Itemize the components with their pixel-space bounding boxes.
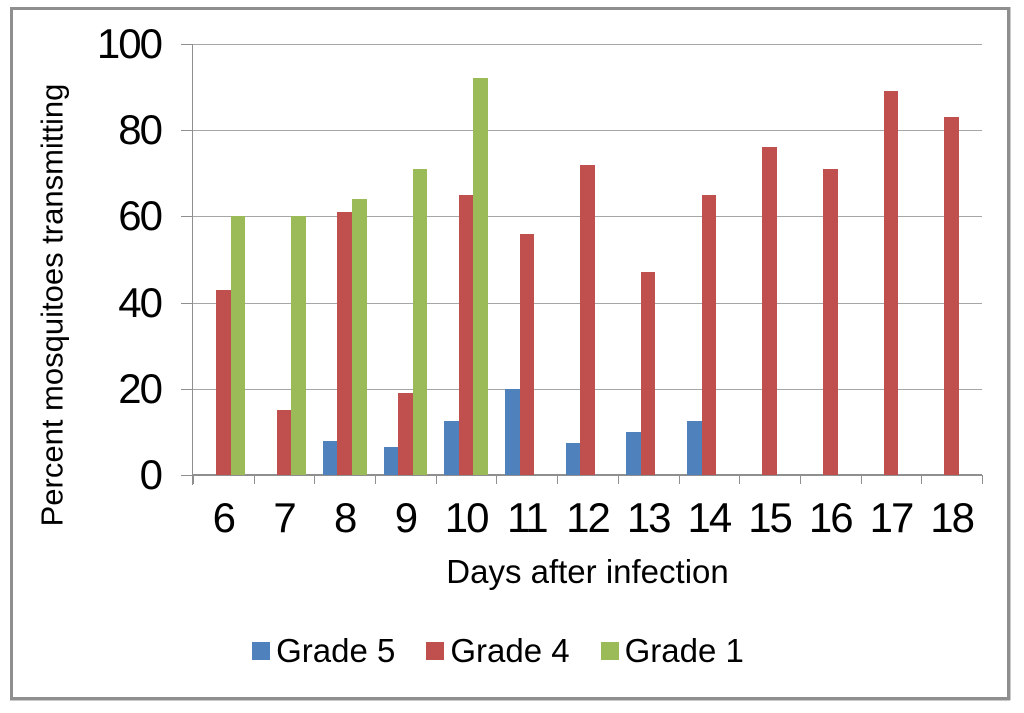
x-axis-tick-labels: 6 7 8 9 10 11 12 13 14 15 16 17 18 [193,496,982,544]
chart-frame: Percent mosquitoes transmitting 0 20 40 60 8… [10,7,1010,700]
x-tick-label: 8 [334,494,357,541]
x-axis-tick [496,475,498,484]
bar-grade-5-day-10 [444,421,459,475]
bar-grade-4-day-6 [216,289,231,475]
legend-label-grade-5: Grade 5 [276,632,396,669]
x-axis-tick [860,475,862,484]
bar-grade-5-day-8 [322,440,338,475]
bar-grade-5-day-9 [383,447,399,475]
bar-grade-5-day-13 [626,431,641,475]
legend-swatch-grade-1 [600,642,619,660]
legend-item-grade-1: Grade 1 [600,632,744,670]
legend-label-grade-1: Grade 1 [624,632,744,669]
x-axis-tick [678,475,680,484]
bar-grade-4-day-9 [398,393,413,475]
y-axis-tick [181,44,193,45]
y-tick-label: 0 [139,451,163,498]
x-axis-tick [799,475,801,484]
y-tick-label: 100 [96,20,163,67]
x-axis-title: Days after infection [446,553,729,590]
bar-grade-1-day-7 [291,216,306,475]
y-tick-label: 80 [118,106,163,154]
bar-grade-1-day-10 [473,78,488,475]
bar-grade-5-day-11 [504,388,520,475]
x-axis-tick [375,475,377,484]
x-tick-label: 7 [273,494,296,541]
legend: Grade 5 Grade 4 Grade 1 [13,630,983,672]
gridline-0 [193,474,982,476]
x-tick-label: 11 [506,494,549,541]
x-tick-label: 17 [869,494,915,541]
bar-grade-1-day-9 [412,169,428,475]
y-axis-line [192,44,193,485]
x-tick-label: 16 [808,494,854,541]
legend-label-grade-4: Grade 4 [450,632,570,669]
y-axis-tick [181,475,193,476]
bar-grade-1-day-6 [230,216,246,475]
x-axis-tick [314,475,316,484]
bar-grade-4-day-15 [762,147,777,475]
x-axis-tick [617,475,619,484]
bar-grade-4-day-7 [276,410,292,475]
x-axis-tick [435,475,437,484]
x-axis-tick [982,475,983,484]
bar-grade-4-day-16 [822,169,838,475]
bar-grade-4-day-14 [701,194,717,475]
x-tick-label: 10 [444,494,490,541]
bar-grade-5-day-14 [686,421,702,475]
bar-grade-4-day-17 [883,91,899,475]
plot-area [181,44,983,485]
gridline-100 [193,44,982,45]
bar-grade-4-day-11 [519,233,535,475]
x-tick-label: 12 [566,494,611,541]
bar-grade-1-day-8 [352,199,367,475]
x-tick-label: 6 [212,494,236,541]
y-axis-tick [181,216,193,218]
y-axis-tick-labels: 0 20 40 60 80 100 [13,23,163,496]
bar-grade-4-day-10 [458,194,474,475]
x-axis-tick [739,475,741,484]
x-tick-label: 15 [748,494,793,541]
legend-swatch-grade-4 [426,642,445,660]
bar-grade-4-day-12 [580,164,595,475]
bar-grade-4-day-13 [640,272,656,475]
y-axis-tick [181,130,193,132]
x-axis-tick [253,475,255,484]
bar-grade-5-day-12 [565,442,581,475]
x-tick-label: 13 [626,494,672,541]
x-axis-tick [921,475,923,484]
x-tick-label: 9 [394,494,418,541]
legend-item-grade-4: Grade 4 [426,632,570,670]
y-tick-label: 60 [118,192,163,240]
bar-grade-4-day-8 [337,212,353,475]
y-axis-tick [181,302,193,304]
gridline-80 [193,130,982,132]
x-tick-label: 18 [930,494,975,541]
legend-item-grade-5: Grade 5 [252,632,395,670]
y-axis-tick [181,388,193,390]
legend-swatch-grade-5 [252,642,271,660]
y-tick-label: 40 [118,278,163,326]
bar-grade-4-day-18 [944,117,959,475]
y-tick-label: 20 [118,364,163,412]
x-axis-tick [193,475,194,484]
x-tick-label: 14 [687,494,733,541]
x-axis-tick [557,475,559,484]
